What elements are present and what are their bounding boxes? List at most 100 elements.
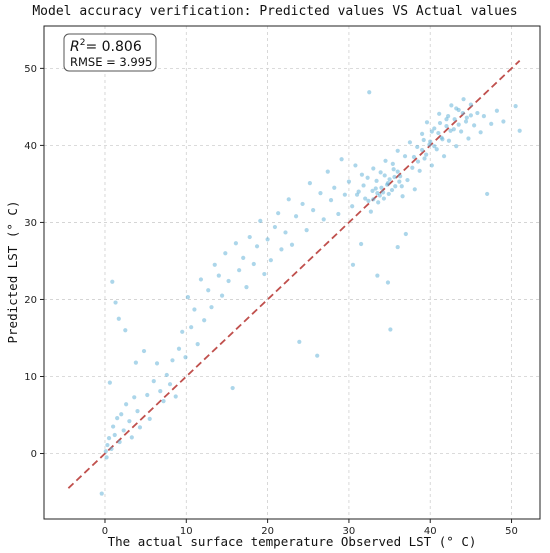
data-point-106 bbox=[405, 177, 410, 183]
data-point-47 bbox=[216, 273, 221, 278]
reference-line bbox=[67, 60, 521, 489]
x-tick-label-1: 10 bbox=[180, 526, 193, 537]
data-point-178 bbox=[444, 124, 449, 129]
data-point-140 bbox=[501, 119, 506, 124]
data-point-41 bbox=[195, 342, 200, 347]
data-point-144 bbox=[350, 262, 356, 267]
data-point-184 bbox=[468, 113, 473, 118]
data-point-58 bbox=[254, 244, 260, 249]
data-point-51 bbox=[230, 385, 235, 391]
data-point-134 bbox=[475, 110, 480, 116]
data-point-6 bbox=[111, 424, 116, 429]
data-point-175 bbox=[432, 144, 437, 149]
data-point-150 bbox=[371, 197, 376, 202]
data-point-89 bbox=[363, 196, 368, 201]
data-point-189 bbox=[421, 137, 426, 143]
data-point-118 bbox=[434, 147, 439, 152]
data-point-39 bbox=[189, 325, 194, 330]
x-axis-label: The actual surface temperature Observed … bbox=[108, 534, 477, 549]
y-tick-label-3: 30 bbox=[24, 218, 37, 229]
data-point-1 bbox=[103, 449, 108, 454]
data-point-56 bbox=[247, 234, 252, 240]
data-point-105 bbox=[402, 154, 408, 159]
data-point-34 bbox=[173, 394, 178, 399]
data-point-170 bbox=[411, 154, 417, 160]
data-point-126 bbox=[454, 144, 459, 149]
y-tick-label-2: 20 bbox=[24, 295, 37, 306]
data-point-125 bbox=[451, 127, 456, 132]
data-point-155 bbox=[387, 177, 392, 182]
data-point-122 bbox=[444, 117, 449, 122]
data-point-94 bbox=[376, 200, 381, 205]
data-point-156 bbox=[389, 187, 395, 193]
data-point-128 bbox=[459, 129, 464, 134]
data-point-28 bbox=[154, 361, 160, 366]
data-point-79 bbox=[328, 197, 334, 203]
data-point-48 bbox=[219, 293, 225, 298]
data-point-163 bbox=[370, 188, 375, 193]
data-point-104 bbox=[400, 194, 405, 199]
axis-ticks: 0 10 20 30 40 50 0 10 20 30 40 50 bbox=[24, 64, 518, 537]
r2-symbol: R bbox=[70, 39, 80, 55]
data-point-148 bbox=[395, 244, 400, 250]
data-point-18 bbox=[137, 425, 143, 430]
data-point-5 bbox=[109, 446, 114, 452]
data-point-132 bbox=[468, 102, 473, 107]
y-tick-label-0: 0 bbox=[31, 449, 37, 460]
data-point-15 bbox=[129, 435, 134, 440]
data-point-188 bbox=[429, 129, 434, 134]
data-point-116 bbox=[429, 163, 434, 168]
data-point-146 bbox=[375, 273, 380, 278]
data-point-185 bbox=[454, 106, 459, 111]
data-point-109 bbox=[412, 187, 417, 192]
data-point-46 bbox=[212, 262, 217, 267]
data-point-52 bbox=[233, 241, 238, 246]
data-point-78 bbox=[325, 169, 330, 174]
data-point-82 bbox=[339, 157, 344, 162]
data-point-173 bbox=[424, 152, 429, 157]
x-tick-label-0: 0 bbox=[102, 526, 108, 537]
data-point-76 bbox=[318, 191, 323, 196]
data-point-161 bbox=[361, 183, 366, 188]
data-point-137 bbox=[485, 191, 490, 197]
data-point-108 bbox=[410, 165, 415, 170]
data-point-187 bbox=[437, 120, 443, 126]
data-point-21 bbox=[116, 316, 121, 321]
data-point-32 bbox=[167, 382, 173, 387]
data-point-43 bbox=[202, 318, 207, 323]
data-point-77 bbox=[321, 217, 326, 222]
data-point-26 bbox=[147, 416, 152, 421]
data-point-129 bbox=[461, 97, 466, 102]
data-point-139 bbox=[494, 108, 500, 113]
data-point-9 bbox=[107, 380, 112, 385]
data-point-42 bbox=[198, 277, 204, 282]
data-point-95 bbox=[378, 170, 383, 175]
data-point-110 bbox=[415, 144, 420, 150]
data-point-167 bbox=[386, 191, 391, 197]
data-point-114 bbox=[424, 120, 430, 125]
data-point-143 bbox=[367, 90, 372, 95]
data-point-97 bbox=[383, 158, 388, 163]
stats-box: R2= 0.806 RMSE = 3.995 bbox=[63, 33, 157, 72]
scatter-points bbox=[99, 90, 522, 496]
data-point-8 bbox=[115, 415, 120, 421]
data-point-119 bbox=[437, 111, 442, 116]
y-tick-label-1: 10 bbox=[24, 372, 37, 383]
data-point-60 bbox=[262, 271, 267, 277]
data-point-35 bbox=[176, 346, 182, 351]
data-point-165 bbox=[377, 193, 382, 198]
data-point-113 bbox=[422, 156, 427, 161]
data-point-17 bbox=[135, 409, 140, 414]
data-point-2 bbox=[105, 442, 110, 448]
data-point-38 bbox=[185, 295, 191, 300]
data-point-177 bbox=[440, 137, 445, 142]
data-point-20 bbox=[113, 300, 118, 305]
data-point-70 bbox=[297, 339, 302, 344]
data-point-31 bbox=[164, 372, 169, 378]
data-point-24 bbox=[141, 348, 147, 354]
data-point-103 bbox=[398, 174, 403, 179]
data-point-49 bbox=[223, 251, 228, 256]
data-point-55 bbox=[244, 285, 249, 290]
data-point-168 bbox=[391, 167, 396, 172]
